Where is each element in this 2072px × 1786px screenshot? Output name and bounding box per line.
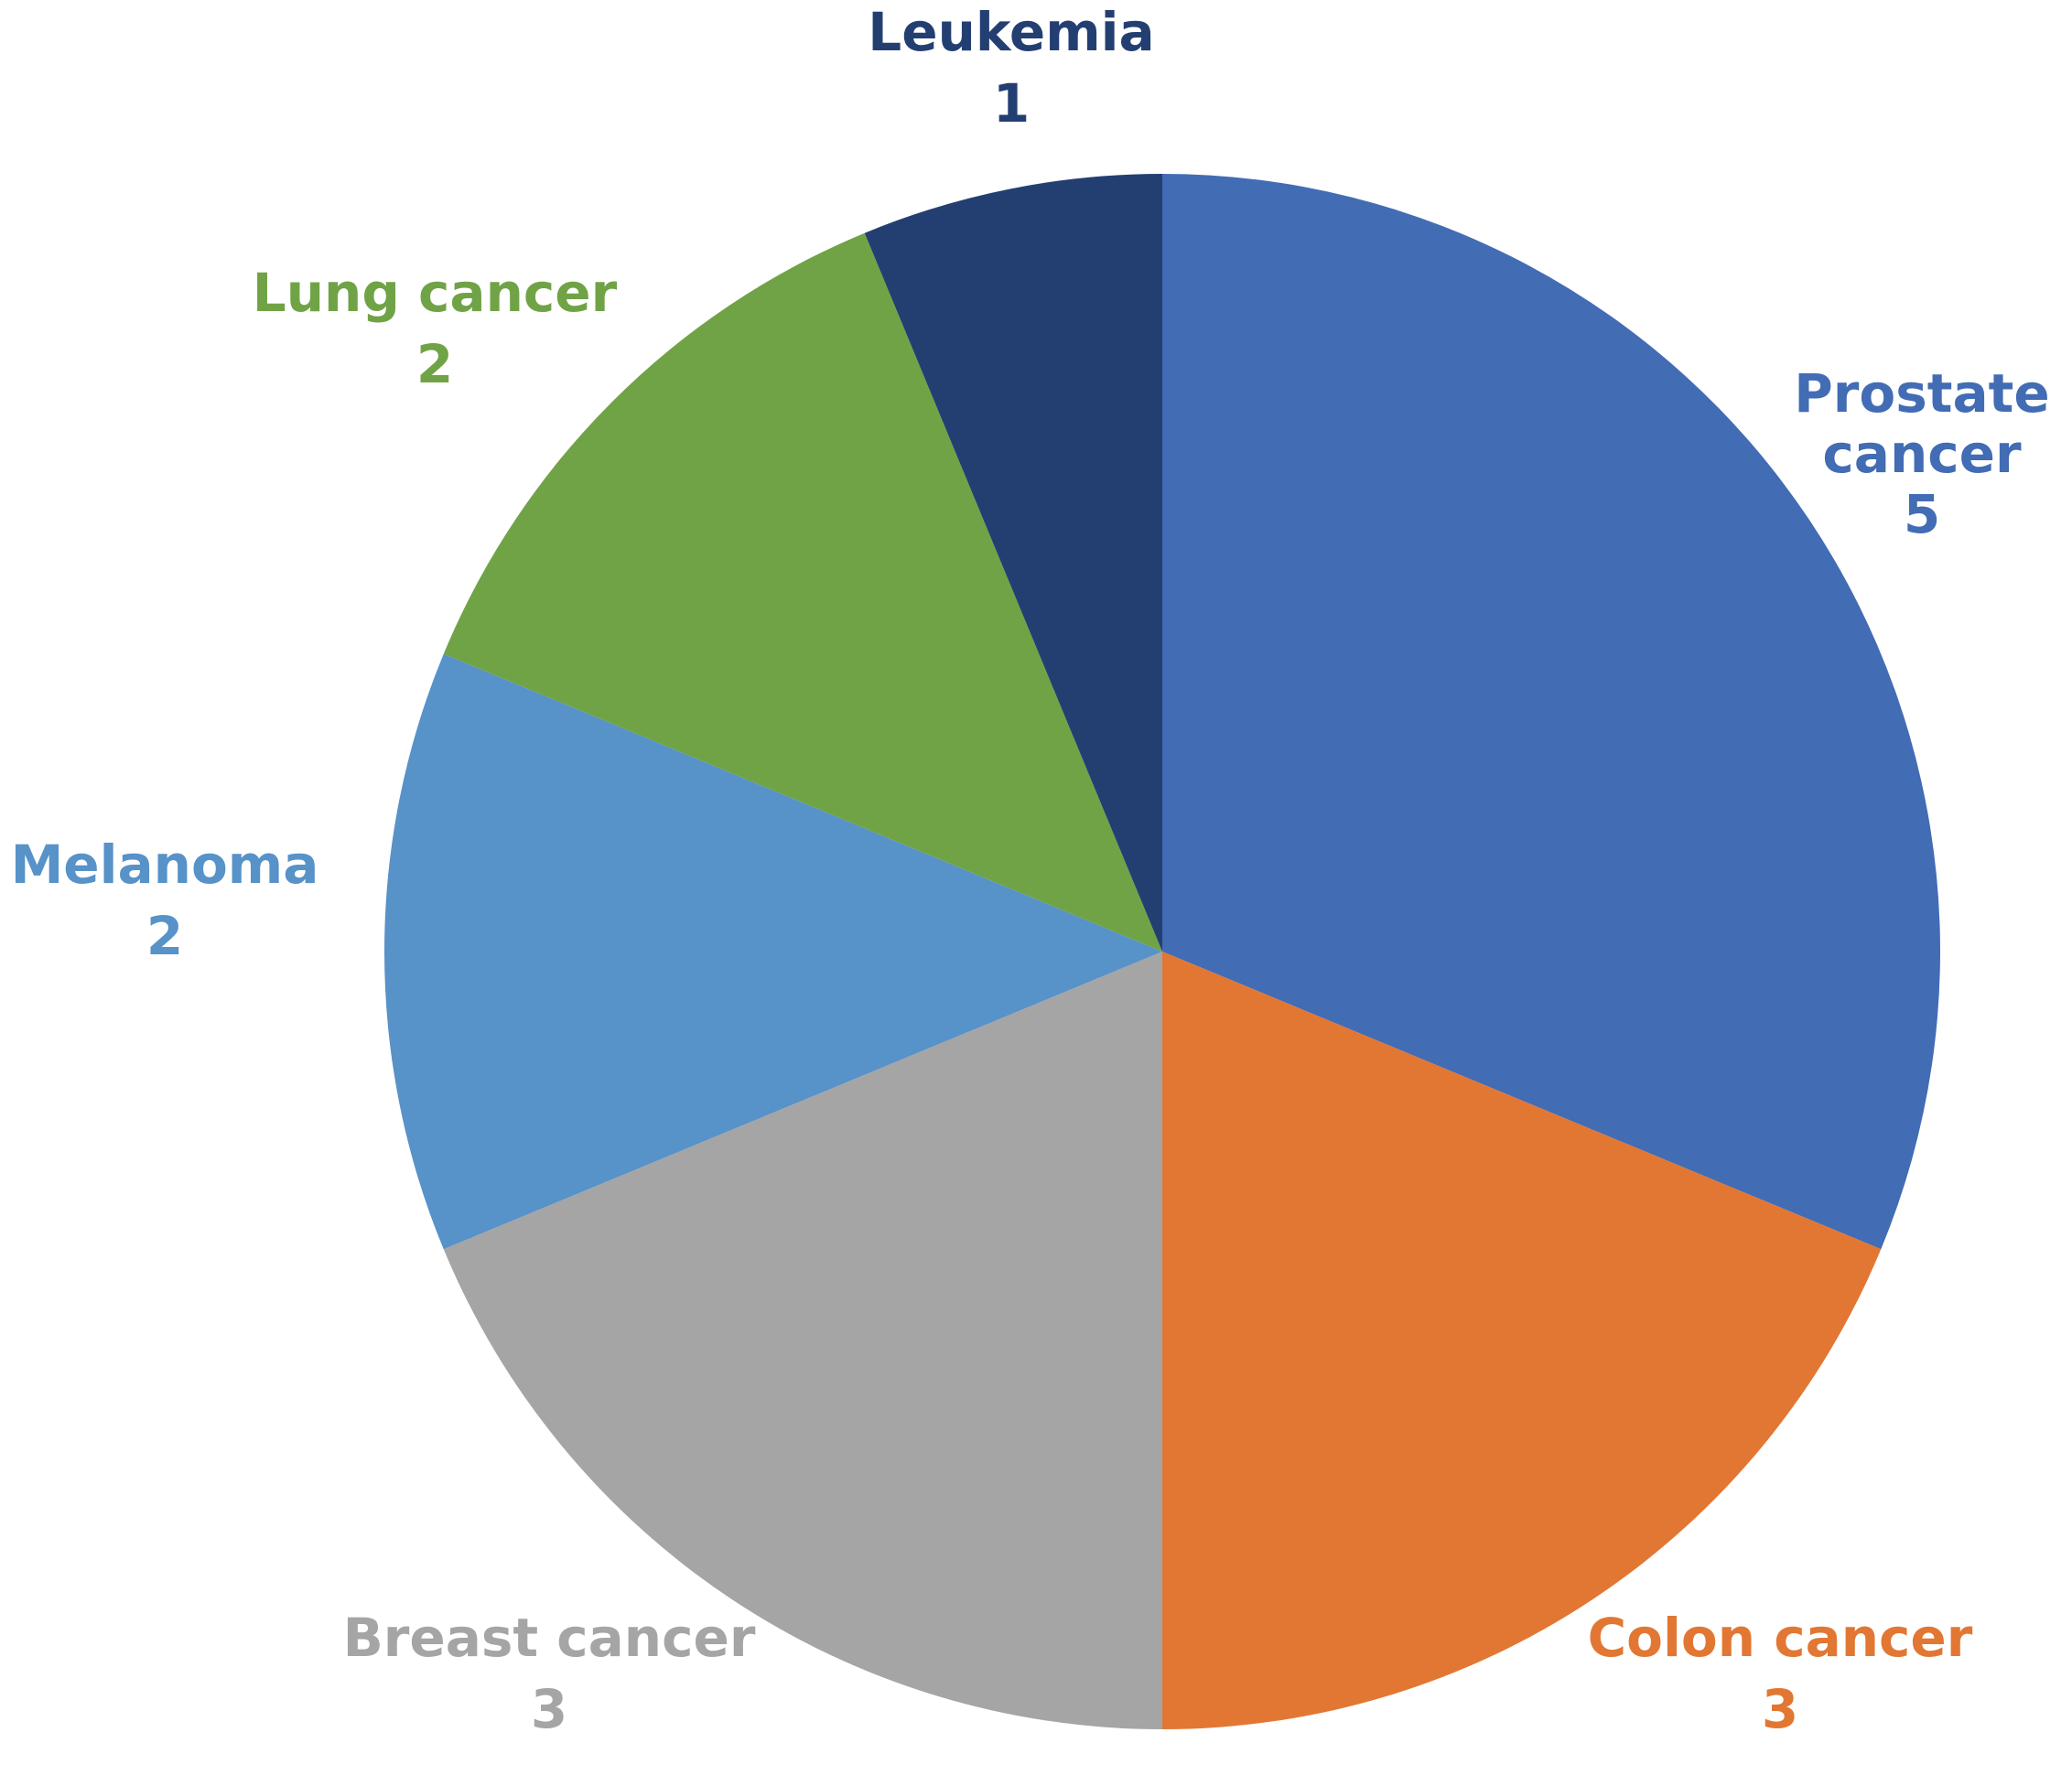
- slice-value: 2: [146, 905, 183, 967]
- slice-name: Lung cancer: [253, 262, 618, 324]
- slice-name: Prostate: [1794, 362, 2049, 425]
- slice-name: Colon cancer: [1588, 1607, 1973, 1669]
- slice-label: Breast cancer 3: [343, 1607, 756, 1740]
- slice-name: Breast cancer: [343, 1607, 756, 1669]
- slice-name: Leukemia: [868, 1, 1154, 63]
- slice-value: 1: [993, 72, 1030, 134]
- pie-slice: [1162, 952, 1882, 1729]
- slice-value: 5: [1904, 483, 1940, 545]
- slice-name: Melanoma: [11, 834, 319, 896]
- slice-value: 3: [531, 1678, 567, 1740]
- pie-slice: [443, 952, 1162, 1729]
- slice-label: Lung cancer 2: [253, 262, 618, 395]
- pie-slice: [864, 174, 1162, 952]
- slice-label: Leukemia 1: [868, 1, 1154, 134]
- pie-slice: [383, 653, 1162, 1250]
- slice-label: Prostate cancer 5: [1794, 362, 2049, 545]
- slice-name: cancer: [1822, 423, 2022, 485]
- slice-value: 3: [1762, 1678, 1798, 1740]
- pie-slices: [383, 174, 1941, 1729]
- pie-slice: [443, 232, 1162, 952]
- slice-label: Melanoma 2: [11, 834, 319, 967]
- pie-slice: [1162, 174, 1941, 1250]
- slice-value: 2: [416, 333, 453, 395]
- slice-label: Colon cancer 3: [1588, 1607, 1973, 1740]
